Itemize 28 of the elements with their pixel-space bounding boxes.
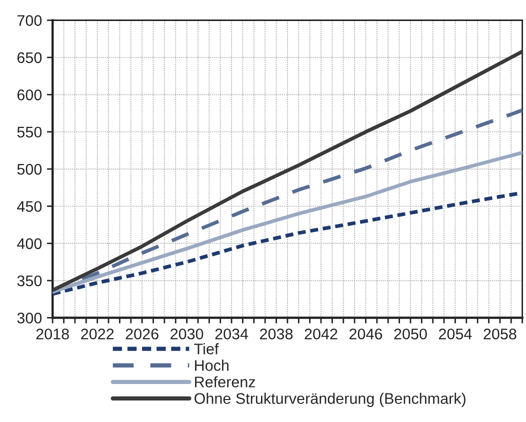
- x-tick-label: 2038: [260, 328, 293, 340]
- x-tick-label: 2050: [394, 328, 427, 340]
- x-tick-label: 2030: [170, 328, 204, 340]
- y-tick-label: 500: [17, 164, 42, 175]
- x-tick-label: 2022: [81, 328, 114, 340]
- y-tick-label: 550: [17, 126, 42, 138]
- y-tick-label: 450: [17, 201, 42, 212]
- y-tick-label: 300: [17, 312, 42, 324]
- x-tick-label: 2046: [350, 328, 382, 340]
- line-series: [52, 108, 522, 294]
- y-tick-label: 600: [17, 90, 42, 100]
- y-tick-label: 650: [17, 52, 42, 64]
- x-tick-label: 2054: [438, 328, 472, 340]
- legend-label: Tief: [194, 343, 219, 354]
- x-tick-label: 2018: [36, 328, 69, 340]
- x-tick-label: 2058: [484, 328, 516, 340]
- line-series: [52, 50, 522, 292]
- y-tick-label: 350: [17, 275, 42, 286]
- x-tick-label: 2026: [126, 328, 158, 340]
- legend-label: Ohne Strukturveränderung (Benchmark): [194, 392, 466, 407]
- x-tick-label: 2042: [304, 328, 338, 340]
- line-series: [52, 191, 522, 296]
- x-tick-label: 2034: [215, 328, 248, 340]
- line-series: [52, 150, 522, 294]
- legend-label: Hoch: [195, 360, 228, 371]
- y-tick-label: 700: [17, 15, 42, 26]
- legend-label: Referenz: [195, 376, 256, 388]
- y-tick-label: 400: [17, 238, 42, 250]
